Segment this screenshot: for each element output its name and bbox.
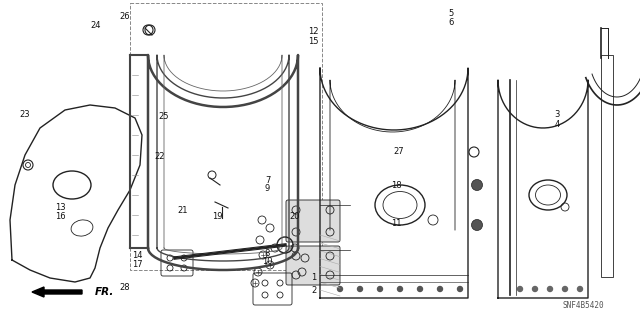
Bar (130, 3, 322, 270)
Text: 5: 5 (449, 9, 454, 18)
Text: 23: 23 (19, 110, 29, 119)
Circle shape (563, 286, 568, 292)
Text: 21: 21 (177, 206, 188, 215)
Circle shape (438, 286, 442, 292)
Text: 7: 7 (265, 176, 270, 185)
Circle shape (378, 286, 383, 292)
Circle shape (417, 286, 422, 292)
Circle shape (397, 286, 403, 292)
Text: 10: 10 (262, 257, 273, 266)
Text: 8: 8 (265, 249, 270, 258)
Text: 13: 13 (56, 203, 66, 212)
Bar (601, 55, 613, 277)
Text: 24: 24 (91, 21, 101, 30)
Circle shape (518, 286, 522, 292)
Circle shape (458, 286, 463, 292)
FancyBboxPatch shape (286, 200, 340, 242)
Text: 19: 19 (212, 212, 223, 221)
Text: 3: 3 (554, 110, 559, 119)
Circle shape (532, 286, 538, 292)
Text: FR.: FR. (95, 287, 115, 297)
Text: 14: 14 (132, 251, 143, 260)
Text: 9: 9 (265, 184, 270, 193)
Circle shape (358, 286, 362, 292)
FancyArrow shape (32, 287, 82, 297)
Circle shape (547, 286, 552, 292)
Text: 1: 1 (311, 273, 316, 282)
Text: 11: 11 (392, 219, 402, 228)
Text: 28: 28 (120, 283, 130, 292)
Text: 25: 25 (158, 112, 168, 121)
Text: 20: 20 (289, 212, 300, 221)
Circle shape (577, 286, 582, 292)
Text: 22: 22 (155, 152, 165, 161)
Text: 4: 4 (554, 120, 559, 129)
Text: 16: 16 (56, 212, 66, 221)
Text: 18: 18 (392, 181, 402, 189)
Text: 12: 12 (308, 27, 319, 36)
Text: 6: 6 (449, 19, 454, 27)
Text: 15: 15 (308, 37, 319, 46)
Circle shape (472, 219, 483, 231)
Text: 2: 2 (311, 286, 316, 295)
Text: 26: 26 (120, 12, 130, 21)
Circle shape (337, 286, 342, 292)
Text: 17: 17 (132, 260, 143, 269)
Text: 27: 27 (394, 147, 404, 156)
Circle shape (472, 180, 483, 190)
FancyBboxPatch shape (286, 246, 340, 285)
Text: SNF4B5420: SNF4B5420 (562, 300, 604, 309)
